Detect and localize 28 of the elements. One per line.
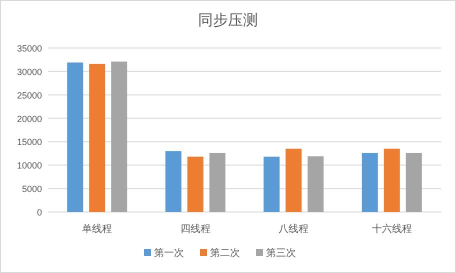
bar <box>406 152 422 212</box>
legend-label: 第一次 <box>154 247 184 259</box>
bar <box>67 62 84 212</box>
y-tick-label: 10000 <box>16 160 42 171</box>
y-tick-label: 20000 <box>16 114 42 124</box>
y-tick-label: 0 <box>36 208 42 218</box>
y-tick-label: 35000 <box>16 44 42 54</box>
bar <box>165 151 182 212</box>
bar <box>209 152 226 212</box>
x-tick-label: 八线程 <box>278 223 309 235</box>
title: 同步压测 <box>198 12 258 29</box>
bar <box>308 156 324 212</box>
x-tick-label: 十六线程 <box>372 223 412 235</box>
bar <box>111 62 128 212</box>
bar <box>286 148 302 212</box>
x-tick-label: 四线程 <box>180 223 210 235</box>
x-tick-label: 单线程 <box>82 223 112 235</box>
bar <box>362 152 378 212</box>
legend-label: 第二次 <box>210 247 240 259</box>
y-tick-label: 25000 <box>16 90 42 100</box>
y-tick-label: 5000 <box>22 184 42 194</box>
legend-label: 第三次 <box>266 247 296 259</box>
bar <box>89 64 106 212</box>
bar <box>187 156 204 212</box>
bar <box>384 148 400 212</box>
y-tick-label: 30000 <box>16 66 42 77</box>
bar <box>264 156 280 212</box>
y-tick-label: 15000 <box>16 137 42 148</box>
